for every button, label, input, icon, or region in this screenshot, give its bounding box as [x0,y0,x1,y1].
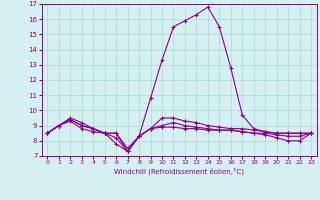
X-axis label: Windchill (Refroidissement éolien,°C): Windchill (Refroidissement éolien,°C) [114,168,244,175]
